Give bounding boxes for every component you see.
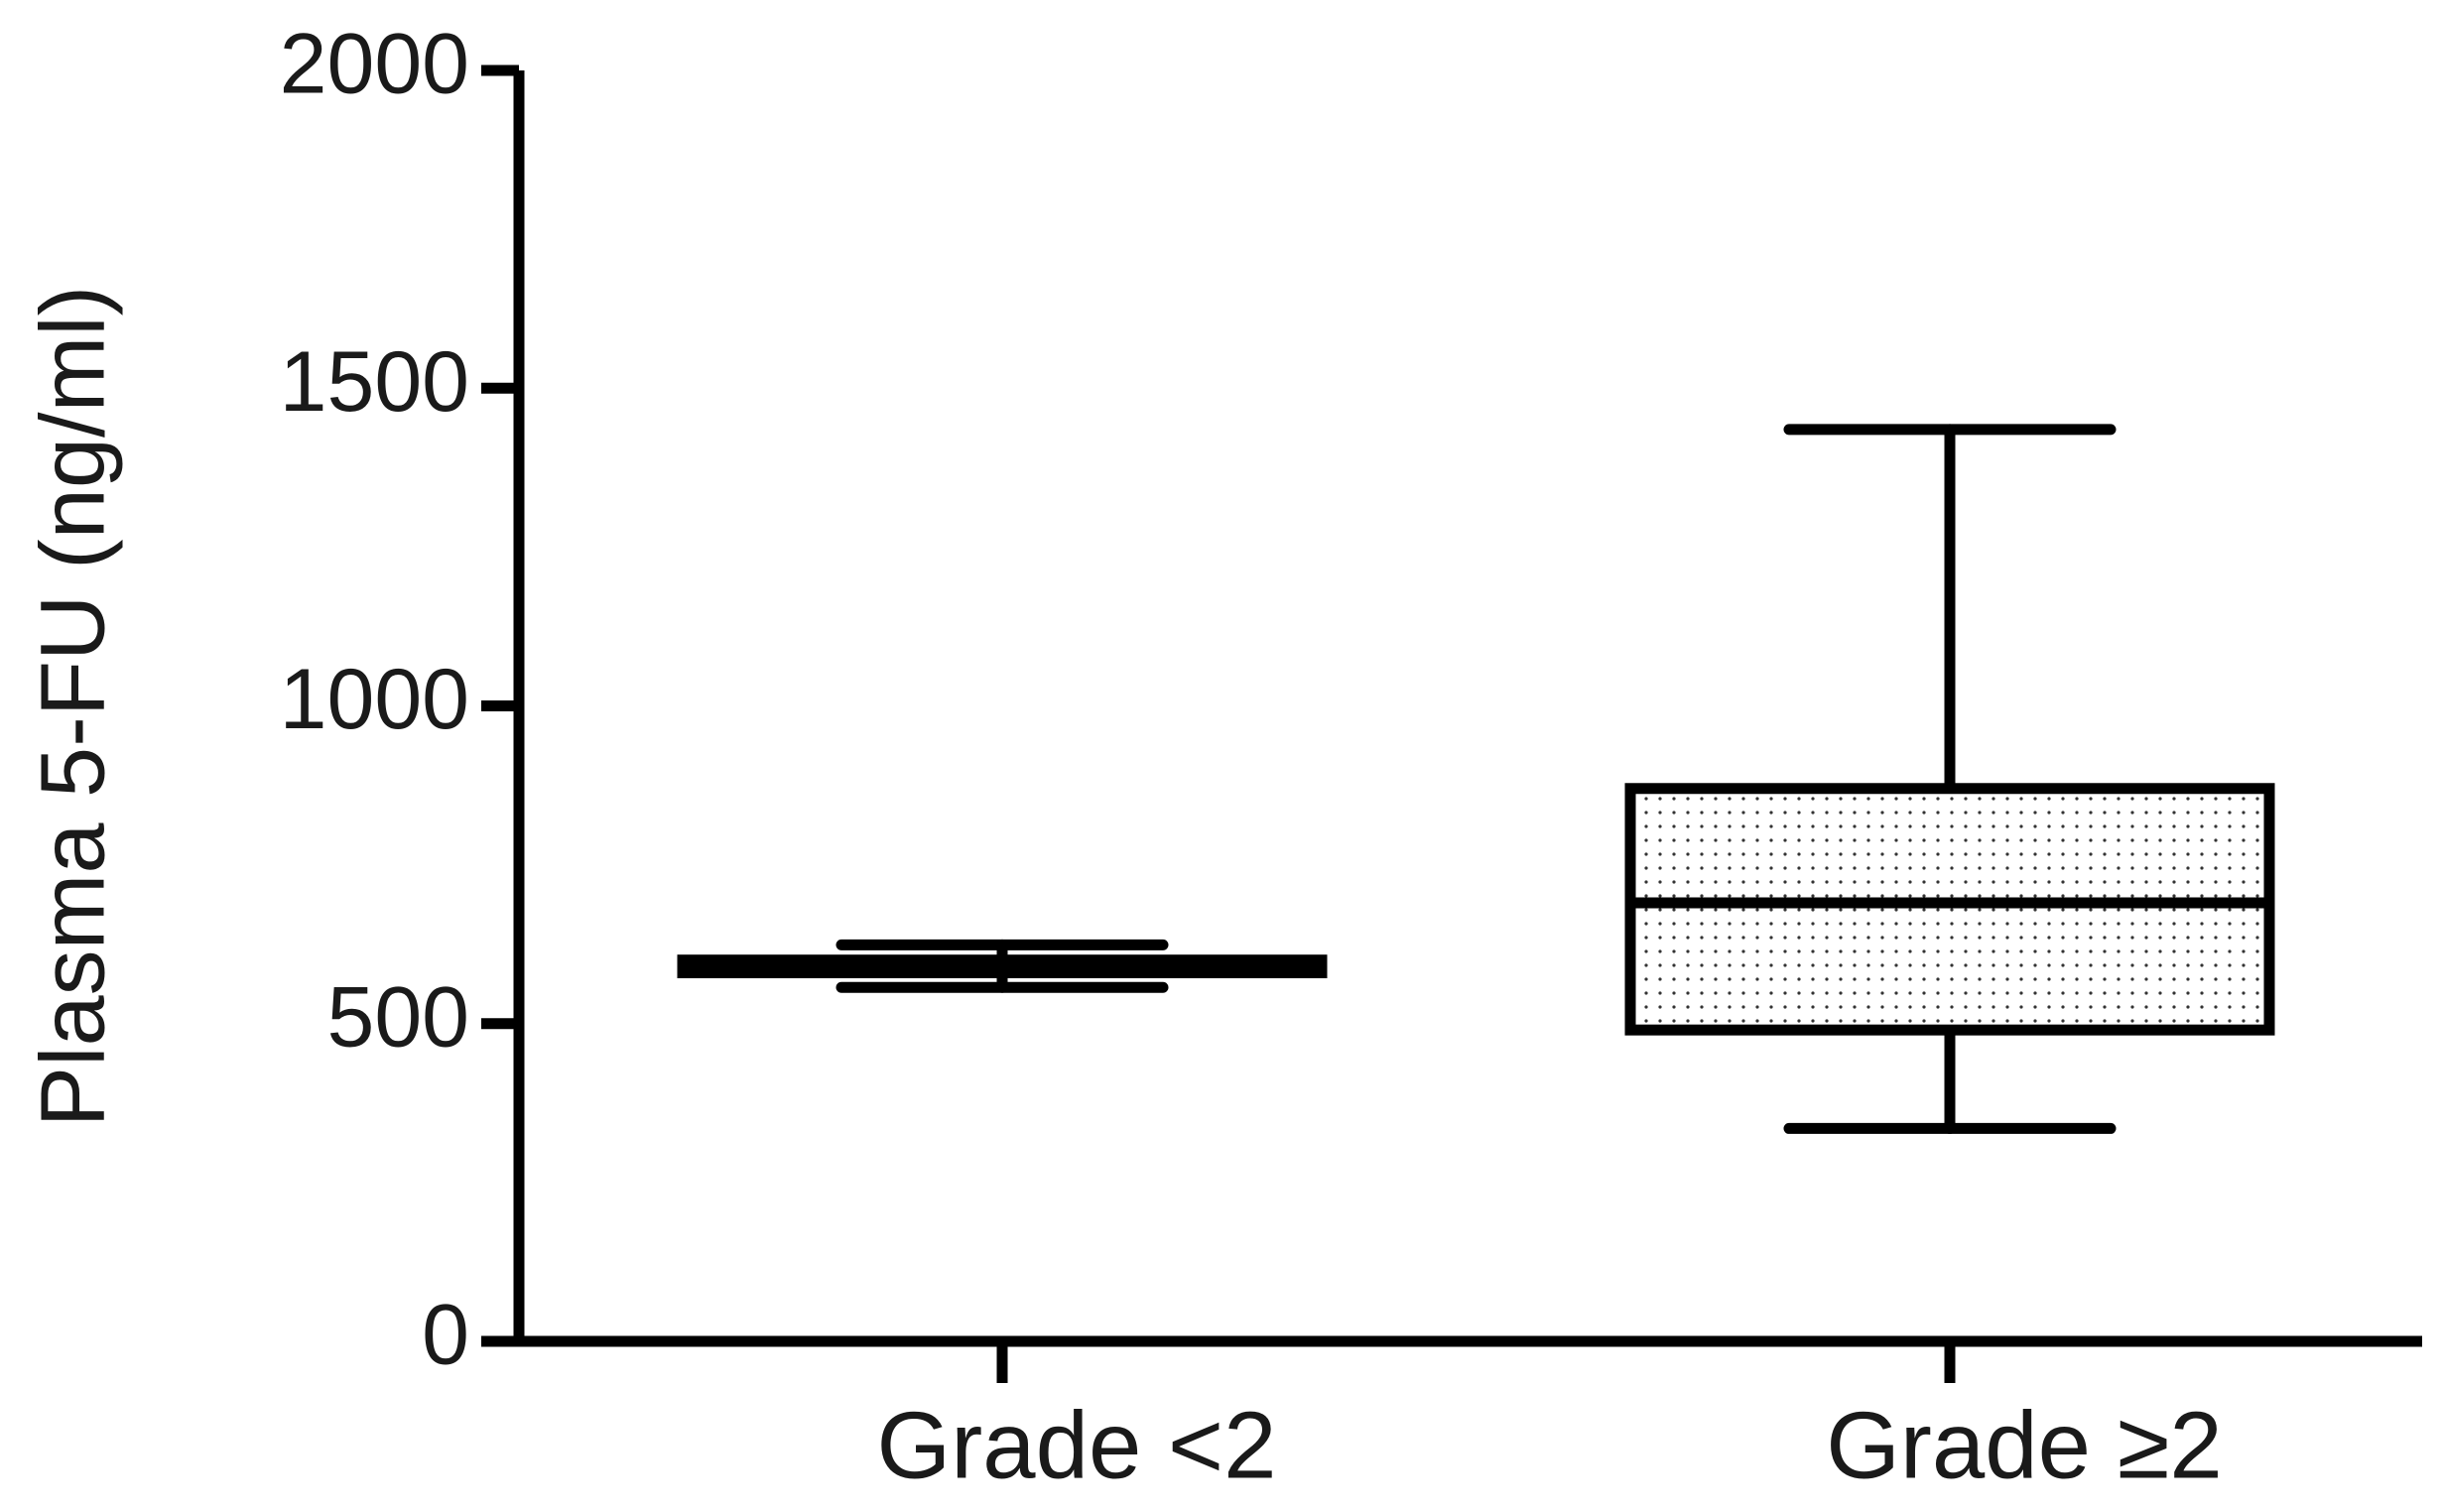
y-tick-label: 0 (422, 1288, 469, 1383)
box (1624, 783, 2275, 1036)
y-tick-label: 2000 (280, 17, 469, 112)
x-tick-label: Grade ≥2 (1826, 1392, 2223, 1498)
y-tick-label: 500 (327, 969, 470, 1065)
y-tick-label: 1000 (280, 652, 469, 747)
y-axis-label: Plasma 5-FU (ng/ml) (22, 286, 123, 1128)
y-tick-label: 1500 (280, 334, 469, 430)
x-tick-label: Grade <2 (877, 1392, 1277, 1498)
